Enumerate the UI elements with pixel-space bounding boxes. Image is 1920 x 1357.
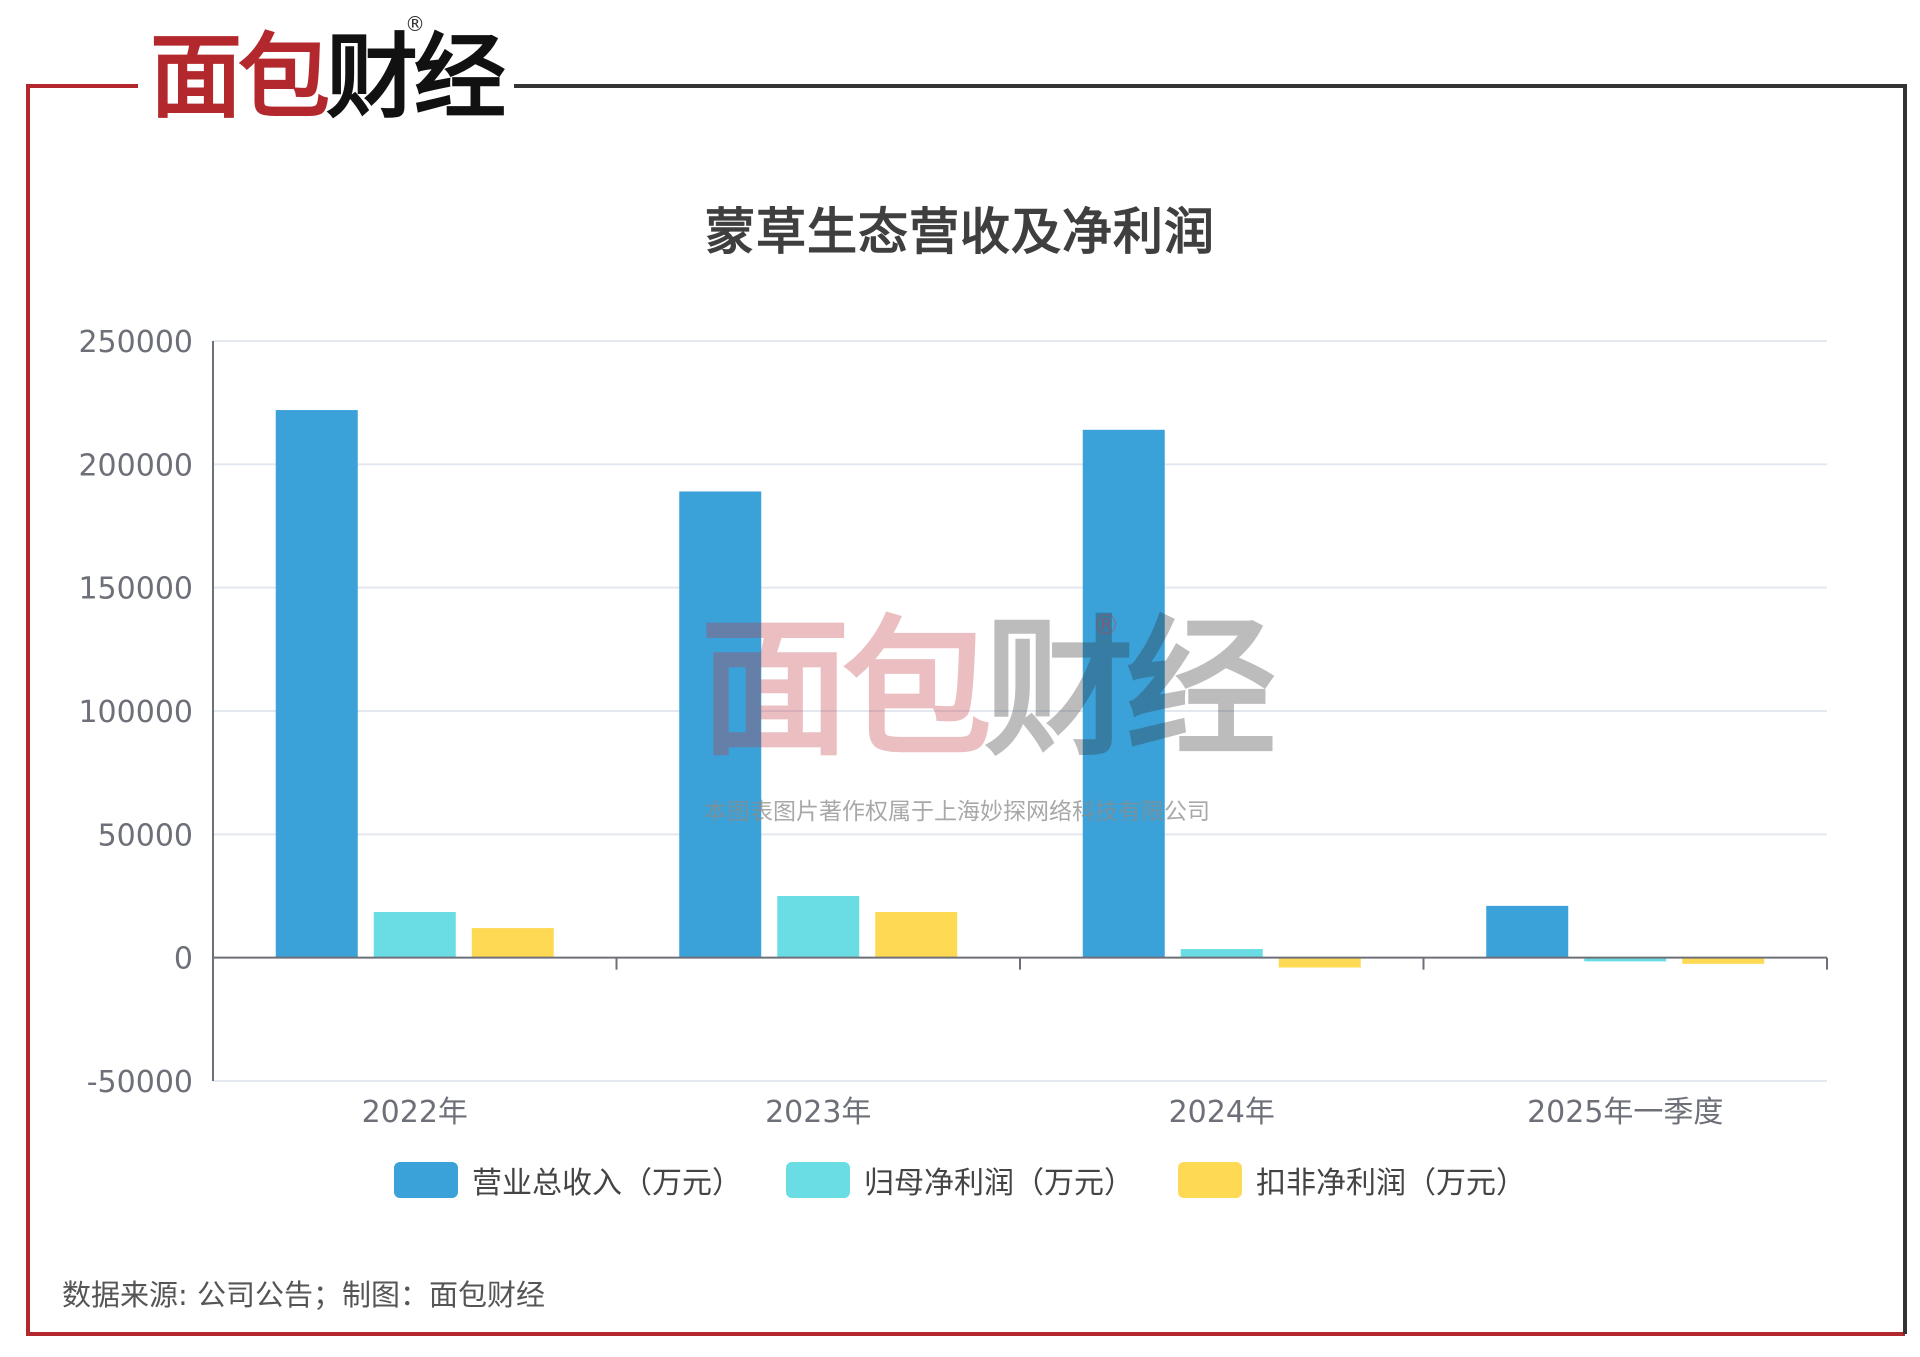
legend-label-parent-net-profit: 归母净利润（万元） [864,1166,1134,1201]
y-tick-label: 0 [174,942,193,977]
frame-dark-border [500,84,1907,1334]
bar [777,896,860,958]
legend-swatch-parent-net-profit [786,1162,850,1198]
legend-swatch-revenue [394,1162,458,1198]
bar [1082,429,1165,958]
bar [1584,957,1667,962]
brand-part-2: 财经 [326,24,506,131]
watermark-registered-mark: ® [1092,608,1120,641]
y-tick-label: 50000 [98,818,193,853]
bar [1278,957,1361,968]
brand-part-1: 面包 [150,24,330,131]
chart-title: 蒙草生态营收及净利润 [705,203,1215,261]
legend-label-revenue: 营业总收入（万元） [472,1166,742,1201]
bar [1682,957,1765,964]
frame-red-border [26,84,1905,1336]
legend-label-deducted-net-profit: 扣非净利润（万元） [1256,1166,1526,1201]
bar [471,928,554,958]
bar [373,912,456,958]
source-note: 数据来源: 公司公告；制图：面包财经 [62,1278,545,1312]
bar [875,912,958,958]
bar [679,491,762,958]
y-tick-label: 250000 [78,325,193,360]
y-tick-label: 150000 [78,572,193,607]
bar [275,410,358,958]
watermark-copyright-text: 本图表图片著作权属于上海妙探网络科技有限公司 [704,799,1210,825]
x-tick-label: 2024年 [1169,1095,1275,1130]
x-tick-label: 2025年一季度 [1527,1095,1723,1130]
x-tick-label: 2023年 [765,1095,871,1130]
watermark-logo: 面包财经 [700,615,1276,765]
y-tick-label: 100000 [78,695,193,730]
legend: 营业总收入（万元） 归母净利润（万元） 扣非净利润（万元） [0,1158,1920,1202]
x-tick-label: 2022年 [362,1095,468,1130]
legend-swatch-deducted-net-profit [1178,1162,1242,1198]
brand-registered-mark: ® [405,12,425,36]
y-tick-label: 200000 [78,448,193,483]
bar [1180,949,1263,958]
legend-item-parent-net-profit[interactable]: 归母净利润（万元） [786,1158,1134,1202]
watermark-logo-part-2: 财经 [984,603,1276,777]
legend-item-deducted-net-profit[interactable]: 扣非净利润（万元） [1178,1158,1526,1202]
watermark-logo-part-1: 面包 [700,603,992,777]
bar [1486,905,1569,958]
legend-item-revenue[interactable]: 营业总收入（万元） [394,1158,742,1202]
y-tick-label: -50000 [87,1065,193,1100]
brand-logo: 面包 财经 [138,18,515,138]
